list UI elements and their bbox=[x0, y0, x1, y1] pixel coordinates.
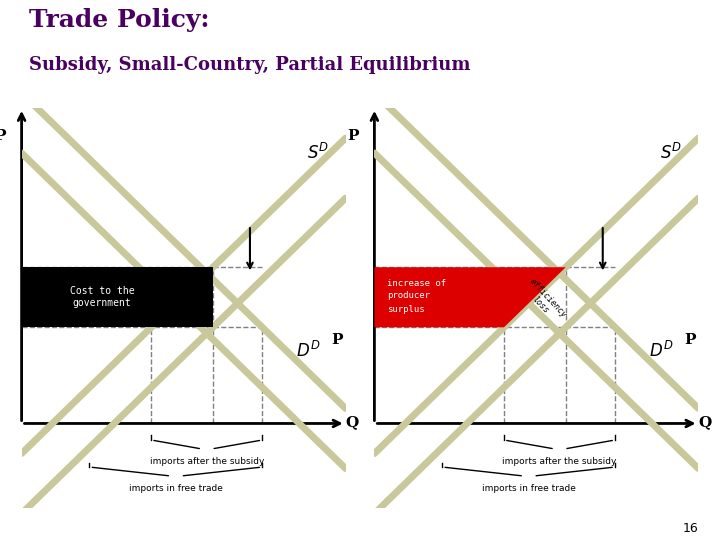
Polygon shape bbox=[374, 267, 566, 327]
Text: Cost to the
government: Cost to the government bbox=[70, 287, 134, 308]
Text: increase of: increase of bbox=[387, 279, 446, 288]
Text: efficiency
loss: efficiency loss bbox=[520, 277, 568, 327]
Text: $D^D$: $D^D$ bbox=[297, 341, 321, 361]
Text: imports after the subsidy: imports after the subsidy bbox=[150, 456, 264, 465]
Text: $S^D$: $S^D$ bbox=[660, 143, 682, 163]
Text: imports in free trade: imports in free trade bbox=[482, 483, 575, 492]
Text: producer: producer bbox=[387, 291, 430, 300]
Text: P: P bbox=[0, 129, 6, 143]
Text: P: P bbox=[331, 333, 343, 347]
Text: 16: 16 bbox=[683, 522, 698, 535]
Text: P: P bbox=[684, 333, 696, 347]
Text: imports after the subsidy: imports after the subsidy bbox=[503, 456, 617, 465]
Bar bbox=[22, 267, 213, 327]
Text: Q: Q bbox=[698, 415, 711, 429]
Text: Subsidy, Small-Country, Partial Equilibrium: Subsidy, Small-Country, Partial Equilibr… bbox=[29, 56, 470, 75]
Text: P: P bbox=[347, 129, 359, 143]
Text: imports in free trade: imports in free trade bbox=[129, 483, 222, 492]
Text: Q: Q bbox=[346, 415, 359, 429]
Text: Trade Policy:: Trade Policy: bbox=[29, 8, 210, 32]
Text: $S^D$: $S^D$ bbox=[307, 143, 329, 163]
Text: $D^D$: $D^D$ bbox=[649, 341, 674, 361]
Text: surplus: surplus bbox=[387, 305, 424, 314]
